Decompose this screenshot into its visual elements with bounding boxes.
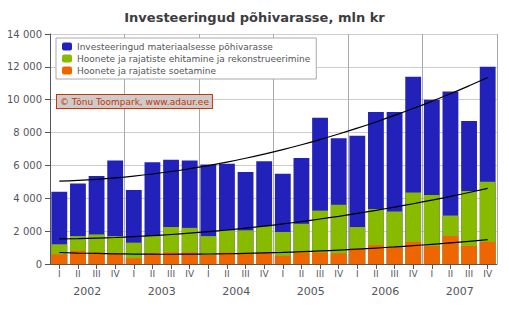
- svg-text:6 000: 6 000: [13, 160, 42, 171]
- svg-text:2002: 2002: [73, 285, 101, 298]
- svg-text:10 000: 10 000: [7, 94, 42, 105]
- svg-text:2007: 2007: [446, 285, 474, 298]
- svg-text:I: I: [207, 269, 210, 279]
- svg-text:II: II: [224, 269, 229, 279]
- svg-text:IV: IV: [409, 269, 419, 279]
- svg-text:Hoonete ja rajatiste ehitamine: Hoonete ja rajatiste ehitamine ja rekons…: [77, 54, 311, 64]
- svg-text:2004: 2004: [222, 285, 250, 298]
- svg-text:II: II: [373, 269, 378, 279]
- svg-text:IV: IV: [334, 269, 344, 279]
- svg-text:II: II: [448, 269, 453, 279]
- svg-text:III: III: [465, 269, 473, 279]
- svg-text:II: II: [299, 269, 304, 279]
- svg-text:IV: IV: [111, 269, 121, 279]
- svg-text:4 000: 4 000: [13, 193, 42, 204]
- svg-text:Investeeringud materiaalsesse: Investeeringud materiaalsesse põhivarass…: [77, 42, 273, 52]
- svg-text:Investeeringud põhivarasse, ml: Investeeringud põhivarasse, mln kr: [124, 10, 385, 25]
- svg-text:I: I: [58, 269, 61, 279]
- svg-text:2003: 2003: [148, 285, 176, 298]
- svg-text:IV: IV: [483, 269, 493, 279]
- svg-text:II: II: [150, 269, 155, 279]
- svg-text:III: III: [167, 269, 175, 279]
- svg-text:Hoonete ja rajatiste soetamine: Hoonete ja rajatiste soetamine: [77, 66, 216, 76]
- svg-text:0: 0: [36, 259, 42, 270]
- svg-text:2 000: 2 000: [13, 226, 42, 237]
- svg-text:2006: 2006: [371, 285, 399, 298]
- svg-text:III: III: [242, 269, 250, 279]
- svg-text:III: III: [391, 269, 399, 279]
- svg-text:2005: 2005: [297, 285, 325, 298]
- svg-text:IV: IV: [260, 269, 270, 279]
- svg-text:II: II: [75, 269, 80, 279]
- svg-text:I: I: [430, 269, 433, 279]
- svg-text:I: I: [356, 269, 359, 279]
- svg-text:8 000: 8 000: [13, 127, 42, 138]
- svg-text:IV: IV: [185, 269, 195, 279]
- svg-text:12 000: 12 000: [7, 61, 42, 72]
- svg-text:14 000: 14 000: [7, 29, 42, 40]
- svg-text:III: III: [316, 269, 324, 279]
- svg-text:I: I: [281, 269, 284, 279]
- svg-text:III: III: [93, 269, 101, 279]
- svg-text:I: I: [132, 269, 135, 279]
- svg-text:© Tõnu Toompark, www.adaur.ee: © Tõnu Toompark, www.adaur.ee: [60, 97, 209, 107]
